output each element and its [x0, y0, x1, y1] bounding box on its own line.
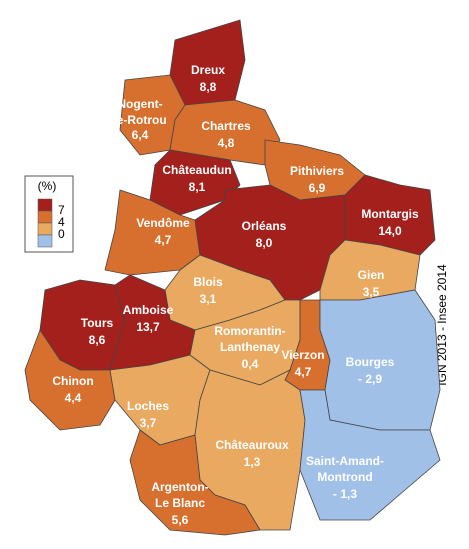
region-value: 4,4: [65, 391, 82, 405]
region-value: 3,1: [200, 292, 217, 306]
legend-threshold: 7: [58, 203, 65, 217]
region-value: 14,0: [378, 224, 402, 238]
region: [149, 149, 241, 216]
region-name: Montrond: [317, 470, 372, 484]
region-value: 0,4: [242, 357, 259, 371]
region-name: Blois: [193, 275, 223, 289]
region-name: le-Rotrou: [113, 113, 166, 127]
region-value: - 1,3: [333, 487, 357, 501]
region-name: Vendôme: [136, 216, 190, 230]
region-value: 4,8: [218, 136, 235, 150]
region-name: Tours: [81, 316, 114, 330]
region-value: 5,6: [172, 513, 189, 527]
region-value: 6,4: [132, 128, 149, 142]
region-name: Dreux: [191, 63, 225, 77]
region-name: Argenton-: [151, 480, 208, 494]
region-value: 8,6: [89, 333, 106, 347]
region-name: Orléans: [242, 219, 287, 233]
region-name: Romorantin-: [214, 324, 285, 338]
region-name: Amboise: [123, 303, 174, 317]
region-value: 3,5: [363, 285, 380, 299]
legend-title: (%): [38, 179, 57, 193]
region-name: Nogent-: [117, 97, 162, 111]
region-name: Le Blanc: [155, 496, 205, 510]
region-value: - 2,9: [358, 372, 382, 386]
region: [24, 329, 116, 431]
region-value: 13,7: [136, 320, 160, 334]
region-name: Vierzon: [281, 348, 324, 362]
region-value: 8,8: [200, 80, 217, 94]
region: [129, 429, 261, 536]
region-value: 1,3: [244, 455, 261, 469]
legend-swatch: [37, 234, 53, 248]
legend-swatch: [37, 222, 53, 236]
credit: IGN 2013 - Insee 2014: [435, 264, 449, 386]
region-value: 8,0: [256, 236, 273, 250]
region-value: 6,9: [309, 181, 326, 195]
regions: [24, 19, 441, 536]
region-value: 4,7: [155, 233, 172, 247]
region-name: Chinon: [52, 374, 93, 388]
legend-threshold: 0: [58, 227, 65, 241]
region: [299, 389, 441, 521]
region-name: Montargis: [361, 207, 419, 221]
region-name: Gien: [358, 268, 385, 282]
region-name: Lanthenay: [220, 340, 280, 354]
region-name: Châteaudun: [162, 163, 231, 177]
region-name: Loches: [127, 399, 169, 413]
region-name: Bourges: [346, 355, 395, 369]
region-name: Châteauroux: [215, 438, 289, 452]
legend-threshold: 4: [58, 215, 65, 229]
region-value: 8,1: [189, 180, 206, 194]
region-name: Saint-Amand-: [306, 454, 384, 468]
region-name: Pithiviers: [290, 164, 344, 178]
legend-swatch: [37, 210, 53, 224]
region-name: Chartres: [201, 119, 251, 133]
legend-swatch: [37, 198, 53, 212]
region-value: 4,7: [295, 365, 312, 379]
region-value: 3,7: [140, 416, 157, 430]
